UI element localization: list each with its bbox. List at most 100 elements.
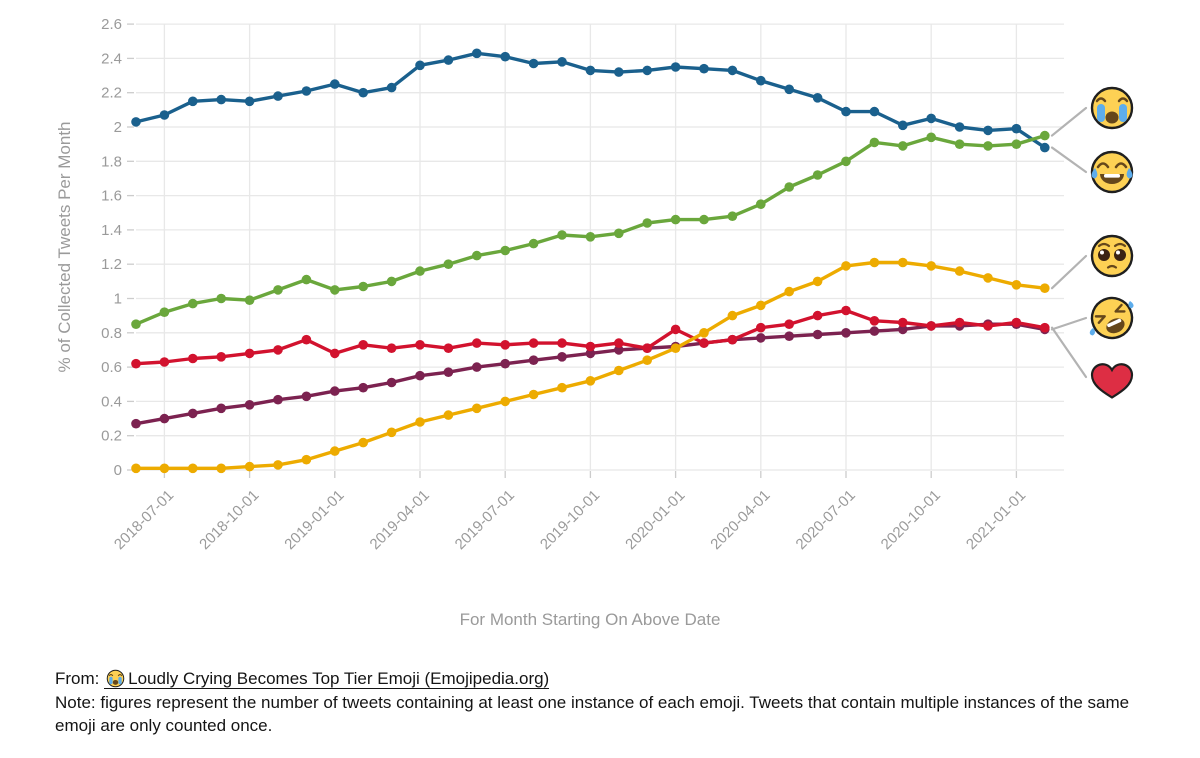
y-tick-label: 0 <box>114 462 122 479</box>
series-pleading-face-point <box>472 403 482 414</box>
series-pleading-face-point <box>1040 283 1050 294</box>
series-red-heart-point <box>898 317 908 328</box>
footer: From: Loudly Crying Becomes Top Tier Emo… <box>55 668 1165 737</box>
emoji-usage-chart-container: 0 0.2 0.4 0.6 0.8 1 1.2 1.4 1.6 1.8 2 2.2 2.4 2.6 2018… <box>55 16 1134 629</box>
series-loudly-crying-face-point <box>273 285 283 295</box>
series-pleading-face-line <box>131 257 1050 474</box>
x-tick-label: 2019-01-01 <box>281 487 347 553</box>
series-rolling-on-the-floor-laughing-point <box>131 418 141 429</box>
pleading-face-leader-line <box>1050 254 1088 290</box>
series-loudly-crying-face-line <box>131 130 1050 330</box>
series-pleading-face-point <box>642 355 652 366</box>
y-tick-label: 1.2 <box>101 256 122 273</box>
x-tick-label: 2020-04-01 <box>707 487 773 553</box>
series-red-heart-point <box>330 348 340 359</box>
y-tick-label: 0.8 <box>101 325 122 342</box>
y-tick-label: 1.8 <box>101 153 122 170</box>
source-link[interactable]: Loudly Crying Becomes Top Tier Emoji (Em… <box>104 669 550 689</box>
series-rolling-on-the-floor-laughing-point <box>528 355 539 366</box>
series-pleading-face-point <box>244 461 255 472</box>
axis-tick-labels: 0 0.2 0.4 0.6 0.8 1 1.2 1.4 1.6 1.8 2 2.2 2.4 2.6 2018… <box>101 16 1029 553</box>
series-loudly-crying-face-point <box>358 281 369 292</box>
y-tick-label: 2 <box>114 119 122 136</box>
series-rolling-on-the-floor-laughing-point <box>557 352 567 362</box>
y-tick-label: 0.6 <box>101 359 122 376</box>
series-pleading-face-point <box>557 382 567 393</box>
series-loudly-crying-face-point <box>585 232 596 242</box>
series-face-with-tears-of-joy-point <box>358 87 369 98</box>
loudly-crying-face-mini-icon <box>106 669 125 688</box>
series-loudly-crying-face-point <box>954 139 965 149</box>
series-rolling-on-the-floor-laughing-point <box>756 333 766 343</box>
series-rolling-on-the-floor-laughing-point <box>386 377 397 388</box>
series-red-heart-point <box>472 338 482 348</box>
series-pleading-face-point <box>273 460 283 470</box>
series-pleading-face-point <box>841 261 851 271</box>
series-rolling-on-the-floor-laughing-point <box>216 403 226 414</box>
series-pleading-face-point <box>528 389 539 400</box>
series-pleading-face-point <box>727 310 738 321</box>
series-red-heart-point <box>1040 322 1050 333</box>
series-pleading-face-point <box>954 266 965 276</box>
y-tick-label: 2.4 <box>101 50 122 67</box>
series-pleading-face-point <box>614 365 624 376</box>
series-red-heart-point <box>415 340 425 350</box>
series-loudly-crying-face-point <box>614 228 624 239</box>
series-red-heart-point <box>244 348 255 359</box>
series-rolling-on-the-floor-laughing-point <box>188 408 198 419</box>
x-tick-label: 2021-01-01 <box>963 487 1029 553</box>
series-face-with-tears-of-joy-point <box>528 58 539 69</box>
loudly-crying-face-icon <box>1090 86 1134 130</box>
x-tick-label: 2020-01-01 <box>622 487 688 553</box>
series-face-with-tears-of-joy-point <box>330 79 340 89</box>
series-face-with-tears-of-joy-point <box>386 82 397 93</box>
series-rolling-on-the-floor-laughing-point <box>273 394 283 405</box>
series-rolling-on-the-floor-laughing-point <box>869 326 880 336</box>
series-red-heart-point <box>131 358 141 369</box>
x-tick-label: 2020-10-01 <box>878 487 944 553</box>
x-axis-title: For Month Starting On Above Date <box>460 610 721 629</box>
series-red-heart-point <box>358 340 369 350</box>
series-rolling-on-the-floor-laughing-point <box>159 413 170 424</box>
series-face-with-tears-of-joy-point <box>727 65 738 76</box>
series-pleading-face-point <box>415 417 425 427</box>
series-face-with-tears-of-joy-point <box>301 86 312 96</box>
series-face-with-tears-of-joy-point <box>188 96 198 107</box>
series-rolling-on-the-floor-laughing-point <box>472 362 482 372</box>
series-loudly-crying-face-point <box>557 230 567 240</box>
series-red-heart-point <box>642 343 652 354</box>
x-tick-label: 2018-07-01 <box>111 487 177 553</box>
series-face-with-tears-of-joy-point <box>1040 142 1050 153</box>
series-loudly-crying-face-point <box>756 199 766 209</box>
series-loudly-crying-face-point <box>528 238 539 249</box>
series-loudly-crying-face-point <box>699 214 709 225</box>
series-face-with-tears-of-joy-point <box>244 96 255 107</box>
series-loudly-crying-face-point <box>1040 130 1050 141</box>
series-face-with-tears-of-joy-point <box>670 62 681 72</box>
series-red-heart-point <box>443 343 454 354</box>
series-face-with-tears-of-joy-point <box>614 67 624 77</box>
series-red-heart-point <box>216 352 226 362</box>
series-loudly-crying-face-point <box>159 307 170 318</box>
series-rolling-on-the-floor-laughing-point <box>585 348 596 359</box>
series-pleading-face-point <box>926 261 936 271</box>
series-pleading-face-point <box>216 463 226 474</box>
face-with-tears-of-joy-leader-line <box>1050 146 1088 174</box>
series-pleading-face-point <box>898 257 908 268</box>
series-red-heart-point <box>557 338 567 348</box>
series-red-heart-point <box>386 343 397 354</box>
series-rolling-on-the-floor-laughing-point <box>244 400 255 410</box>
x-tick-label: 2019-07-01 <box>452 487 518 553</box>
series-loudly-crying-face-point <box>330 285 340 295</box>
series-loudly-crying-face-point <box>812 170 823 180</box>
series-rolling-on-the-floor-laughing-point <box>301 391 312 402</box>
series-loudly-crying-face-point <box>841 156 851 167</box>
series-loudly-crying-face-point <box>131 319 141 330</box>
red-heart-icon <box>1090 363 1134 399</box>
series-face-with-tears-of-joy-point <box>585 65 596 76</box>
series-loudly-crying-face-point <box>386 276 397 287</box>
series-red-heart-point <box>1011 317 1022 328</box>
source-prefix: From: <box>55 669 100 688</box>
series-loudly-crying-face-point <box>642 218 652 228</box>
series-face-with-tears-of-joy-point <box>216 94 226 105</box>
